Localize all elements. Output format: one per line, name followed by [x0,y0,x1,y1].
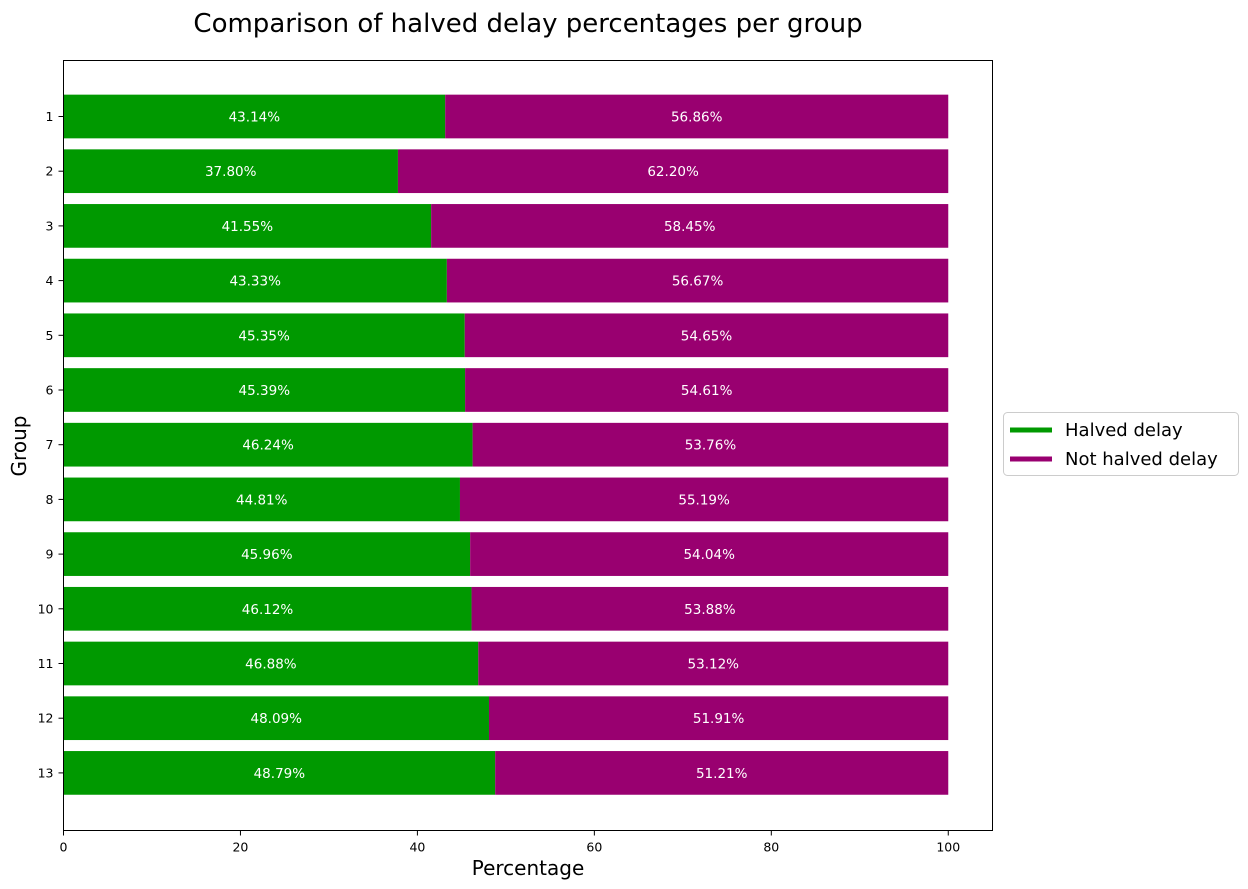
bar-halved-group-11 [63,641,479,686]
bar-not-halved-group-5 [464,313,949,358]
bar-label-not-halved-group-12: 51.91% [693,711,745,727]
chart-title: Comparison of halved delay percentages p… [193,9,862,39]
y-axis-label: Group [7,416,31,477]
x-tick-label: 40 [409,840,425,855]
x-axis: 0 20 40 60 80 100 [60,830,960,855]
bar-label-halved-group-6: 45.39% [239,383,291,399]
bar-not-halved-group-8 [459,477,949,522]
y-tick-label: 5 [46,328,54,343]
bar-not-halved-group-6 [465,368,949,412]
plot-area: 43.14% 56.86% 37.80% 62.20% 41.55% 58.45% 43.3… [63,94,949,795]
bar-halved-group-7 [63,422,473,467]
bar-label-halved-group-13: 48.79% [254,766,306,782]
bar-halved-group-8 [63,477,460,522]
bar-not-halved-group-13 [495,751,949,795]
bar-label-not-halved-group-10: 53.88% [684,602,736,618]
y-tick-label: 1 [46,109,54,124]
bar-label-not-halved-group-6: 54.61% [681,383,733,399]
bar-label-not-halved-group-3: 58.45% [664,219,716,235]
bar-label-not-halved-group-11: 53.12% [688,657,740,673]
bar-not-halved-group-2 [397,149,949,194]
bar-label-halved-group-1: 43.14% [229,110,281,126]
x-tick-label: 60 [586,840,602,855]
bar-label-not-halved-group-8: 55.19% [678,492,730,508]
bar-not-halved-group-1 [445,94,949,139]
bar-label-not-halved-group-4: 56.67% [672,274,724,290]
x-tick-label: 0 [60,840,68,855]
y-tick-label: 10 [38,601,54,616]
bar-label-not-halved-group-5: 54.65% [681,328,733,344]
x-tick-label: 20 [232,840,248,855]
bar-halved-group-10 [63,586,472,631]
bar-label-halved-group-4: 43.33% [229,274,281,290]
bar-not-halved-group-4 [446,258,949,303]
bar-halved-group-2 [63,149,398,194]
y-tick-label: 8 [46,492,54,507]
bar-label-halved-group-3: 41.55% [222,219,274,235]
bar-not-halved-group-7 [472,422,949,467]
bar-not-halved-group-9 [470,532,949,576]
bar-label-halved-group-12: 48.09% [250,711,302,727]
y-tick-label: 3 [46,218,54,233]
bar-halved-group-13 [63,751,496,795]
legend-box [1003,412,1239,476]
bar-label-not-halved-group-2: 62.20% [647,164,699,180]
bar-halved-group-4 [63,258,447,303]
bar-label-not-halved-group-13: 51.21% [696,766,748,782]
y-tick-label: 12 [38,711,54,726]
bar-label-halved-group-7: 46.24% [242,438,294,454]
x-tick-label: 80 [763,840,779,855]
bar-label-halved-group-2: 37.80% [205,164,257,180]
y-tick-label: 11 [38,656,54,671]
x-axis-label: Percentage [472,856,585,880]
bar-halved-group-6 [63,368,466,412]
bar-not-halved-group-3 [431,204,949,248]
bar-halved-group-9 [63,532,471,576]
bar-halved-group-3 [63,204,432,248]
bar-label-not-halved-group-1: 56.86% [671,110,723,126]
legend: Halved delay Not halved delay [1003,412,1239,476]
y-tick-label: 13 [38,765,54,780]
bar-label-halved-group-5: 45.35% [238,328,290,344]
bar-halved-group-1 [63,94,446,139]
y-tick-label: 6 [46,383,54,398]
bar-label-halved-group-11: 46.88% [245,657,297,673]
y-tick-label: 4 [46,273,54,288]
bar-label-not-halved-group-9: 54.04% [683,547,735,563]
bar-not-halved-group-11 [478,641,949,686]
bar-not-halved-group-10 [471,586,949,631]
bar-label-halved-group-10: 46.12% [242,602,294,618]
bar-halved-group-5 [63,313,465,358]
legend-label-halved: Halved delay [1065,420,1183,441]
y-tick-label: 9 [46,547,54,562]
legend-label-not-halved: Not halved delay [1065,449,1218,470]
bar-label-not-halved-group-7: 53.76% [685,438,737,454]
bar-label-halved-group-9: 45.96% [241,547,293,563]
y-tick-label: 2 [46,164,54,179]
bar-label-halved-group-8: 44.81% [236,492,288,508]
bar-halved-group-12 [63,696,489,741]
bar-not-halved-group-12 [488,696,949,741]
plot-frame [63,60,993,831]
x-tick-label: 100 [936,840,960,855]
y-tick-label: 7 [46,437,54,452]
